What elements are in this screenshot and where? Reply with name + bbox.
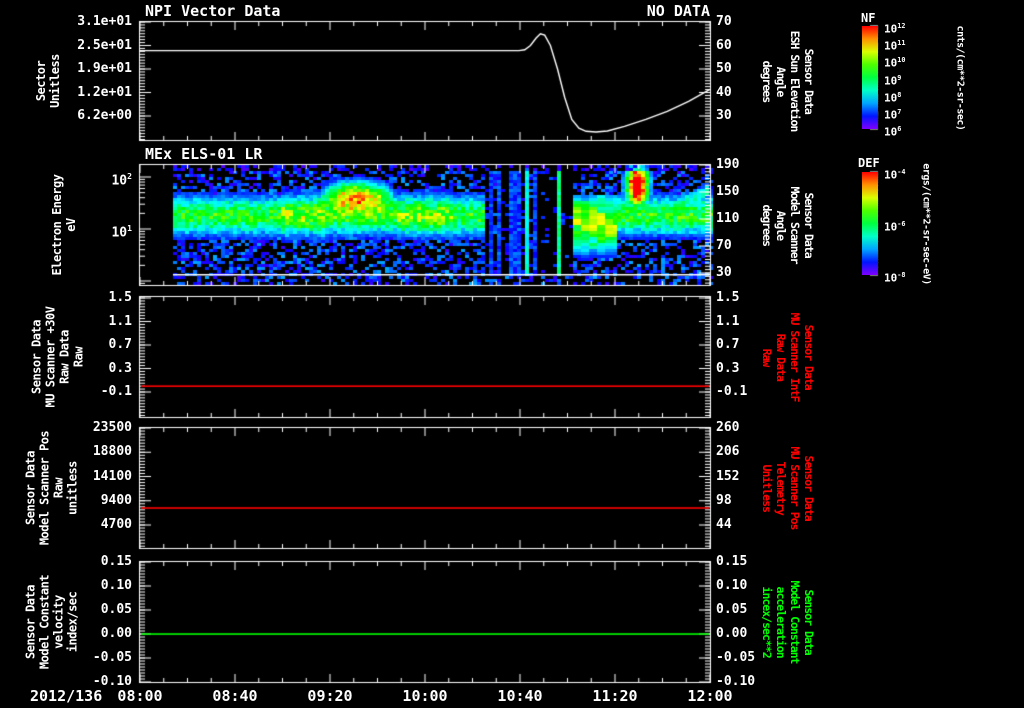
y-tick-label-right: -0.1	[716, 384, 748, 399]
y-tick-label-left: -0.05	[92, 650, 132, 665]
x-tick-label: 11:20	[592, 687, 638, 705]
y-tick-label-right: -0.05	[716, 650, 756, 665]
panel1-no-data-flag: NO DATA	[646, 2, 710, 20]
y-tick-label-right: 70	[716, 14, 732, 29]
x-tick-label: 10:40	[497, 687, 543, 705]
y-tick-label-right: 0.7	[716, 337, 740, 352]
y-tick-label-right: 0.3	[716, 360, 740, 376]
x-tick-label: 12:00	[687, 687, 733, 705]
colorbar-tick-label: 10-4	[884, 168, 906, 182]
y-tick-label-left: 14100	[92, 468, 132, 484]
panel5-right-axis-label: Sensor Data Model Constant acceleration …	[759, 580, 817, 664]
y-tick-label-right: 206	[716, 444, 740, 460]
y-tick-label-right: 150	[716, 184, 740, 199]
colorbar-tick-label: 1010	[884, 56, 906, 70]
def-colorbar-title: DEF	[858, 156, 880, 170]
y-tick-label-right: 44	[716, 517, 732, 532]
y-tick-label-left: 2.5e+01	[77, 37, 132, 53]
y-tick-label-left: 0.7	[108, 337, 132, 352]
y-tick-label-right: 110	[716, 211, 740, 226]
y-tick-label-left: 1.9e+01	[77, 61, 132, 76]
y-tick-label-right: 98	[716, 492, 732, 508]
y-tick-label-left: 0.10	[100, 578, 132, 593]
y-tick-label-right: 152	[716, 468, 740, 484]
y-tick-label-left: 0.05	[100, 602, 132, 617]
x-tick-label: 09:20	[307, 687, 353, 705]
panel1-title: NPI Vector Data	[145, 2, 281, 20]
colorbar-tick-label: 106	[884, 125, 902, 139]
y-tick-label-right: 50	[716, 61, 732, 76]
x-tick-label: 08:00	[117, 687, 163, 705]
y-tick-label-right: 1.1	[716, 313, 740, 329]
y-tick-label-left: 0.00	[100, 626, 132, 641]
x-tick-label: 10:00	[402, 687, 448, 705]
y-tick-label-left: 1.2e+01	[77, 84, 132, 100]
y-tick-label-left: 0.15	[100, 554, 132, 569]
y-tick-label-left: 23500	[92, 420, 132, 435]
y-tick-label-left: -0.10	[92, 674, 132, 689]
y-tick-label-right: 0.05	[716, 602, 748, 617]
panel3-right-axis-label: Sensor Data MU Scanner IntF Raw Data Raw	[759, 312, 817, 402]
colorbar-tick-label: 107	[884, 107, 902, 122]
y-tick-label-right: 30	[716, 108, 732, 123]
y-tick-label-left: 1.1	[108, 313, 132, 329]
panel4-right-axis-label: Sensor Data MU Scanner Pos Telemetry Uni…	[759, 446, 817, 530]
y-tick-label-right: 70	[716, 238, 732, 253]
nf-colorbar-unit: cnts/(cm**2-sr-sec)	[954, 25, 966, 131]
colorbar-tick-label: 1011	[884, 39, 906, 53]
y-tick-label-right: 60	[716, 37, 732, 53]
colorbar-tick-label: 109	[884, 73, 902, 88]
def-colorbar-unit: ergs/(cm**2-sr-sec-eV)	[920, 163, 932, 285]
y-tick-label-left: 0.3	[108, 360, 132, 376]
y-tick-label-left: 18800	[92, 444, 132, 460]
y-tick-label-left: 101	[111, 224, 132, 241]
panel1-right-axis-label: Sensor Data ESH Sun Elevation Angle degr…	[759, 30, 817, 132]
y-tick-label-left: 102	[111, 172, 132, 189]
y-tick-label-right: -0.10	[716, 674, 756, 689]
x-tick-label: 08:40	[212, 687, 258, 705]
y-tick-label-left: 9400	[100, 492, 132, 508]
x-axis-date-label: 2012/136	[30, 687, 103, 705]
panel2-right-axis-label: Sensor Data Model Scanner Angle degrees	[759, 186, 817, 264]
y-tick-label-left: 6.2e+00	[77, 108, 132, 123]
colorbar-tick-label: 10-6	[884, 219, 906, 234]
y-tick-label-right: 0.00	[716, 626, 748, 641]
y-tick-label-right: 260	[716, 420, 740, 435]
y-tick-label-right: 1.5	[716, 290, 740, 305]
panel2-title: MEx ELS-01 LR	[145, 145, 263, 163]
colorbar-tick-label: 10-8	[884, 271, 906, 285]
y-tick-label-left: -0.1	[100, 384, 132, 399]
y-tick-label-right: 0.10	[716, 578, 748, 593]
y-tick-label-right: 0.15	[716, 554, 748, 569]
nf-colorbar-title: NF	[861, 11, 876, 25]
y-tick-label-right: 40	[716, 84, 732, 100]
def-colorbar	[862, 172, 878, 275]
nf-colorbar	[862, 26, 878, 129]
y-tick-label-left: 3.1e+01	[77, 14, 132, 29]
colorbar-tick-label: 108	[884, 90, 902, 105]
colorbar-tick-label: 1012	[884, 22, 906, 36]
y-tick-label-right: 190	[716, 157, 740, 172]
y-tick-label-right: 30	[716, 265, 732, 280]
y-tick-label-left: 1.5	[108, 290, 132, 305]
y-tick-label-left: 4700	[100, 517, 132, 532]
